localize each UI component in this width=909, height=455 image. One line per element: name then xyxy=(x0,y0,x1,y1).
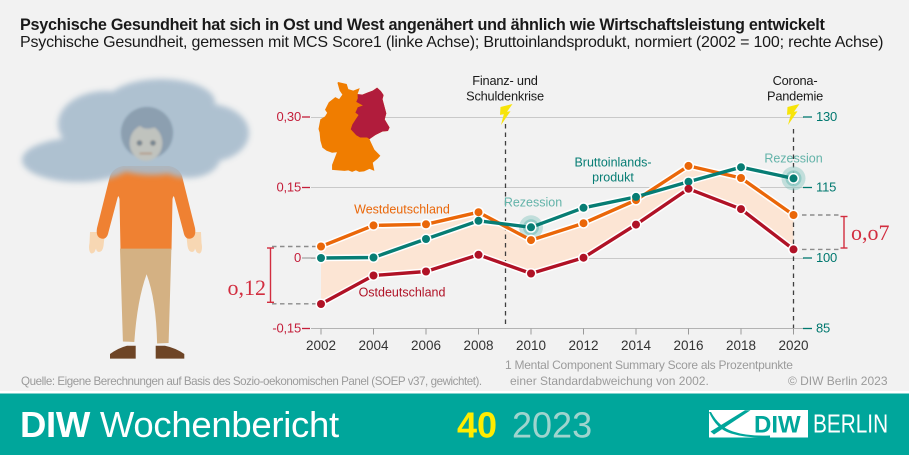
svg-text:2014: 2014 xyxy=(621,338,652,353)
svg-text:Rezession: Rezession xyxy=(764,152,822,166)
svg-text:o,o7: o,o7 xyxy=(851,220,890,245)
svg-text:DIW: DIW xyxy=(754,412,801,439)
svg-text:2020: 2020 xyxy=(778,338,808,353)
svg-text:2018: 2018 xyxy=(726,338,756,353)
svg-text:0,30: 0,30 xyxy=(276,109,301,124)
svg-text:© DIW Berlin 2023: © DIW Berlin 2023 xyxy=(788,374,888,388)
svg-text:85: 85 xyxy=(816,320,830,335)
svg-text:o,12: o,12 xyxy=(228,275,267,300)
svg-text:2008: 2008 xyxy=(463,338,493,353)
svg-text:2010: 2010 xyxy=(516,338,546,353)
svg-text:2006: 2006 xyxy=(411,338,441,353)
svg-text:BERLIN: BERLIN xyxy=(813,409,888,438)
svg-text:0: 0 xyxy=(294,250,301,265)
svg-text:Rezession: Rezession xyxy=(504,196,562,210)
svg-text:2016: 2016 xyxy=(673,338,703,353)
svg-text:Finanz- und: Finanz- und xyxy=(472,73,537,88)
svg-text:-0,15: -0,15 xyxy=(272,320,301,335)
svg-text:produkt: produkt xyxy=(592,171,634,185)
svg-text:Corona-: Corona- xyxy=(773,73,818,88)
svg-text:Schuldenkrise: Schuldenkrise xyxy=(466,89,544,104)
svg-text:Psychische Gesundheit, gemesse: Psychische Gesundheit, gemessen mit MCS … xyxy=(20,34,883,51)
svg-text:40: 40 xyxy=(457,405,497,446)
svg-text:115: 115 xyxy=(816,179,836,194)
svg-text:Westdeutschland: Westdeutschland xyxy=(354,203,450,217)
svg-text:Bruttoinlands-: Bruttoinlands- xyxy=(574,156,651,170)
svg-text:130: 130 xyxy=(816,109,837,124)
svg-text:einer Standardabweichung von 2: einer Standardabweichung von 2002. xyxy=(510,374,709,388)
svg-text:0,15: 0,15 xyxy=(276,179,301,194)
svg-text:2012: 2012 xyxy=(568,338,598,353)
svg-text:2023: 2023 xyxy=(512,405,592,446)
svg-text:100: 100 xyxy=(816,250,837,265)
svg-text:Pandemie: Pandemie xyxy=(767,89,823,104)
svg-text:DIW Wochenbericht: DIW Wochenbericht xyxy=(20,404,339,445)
svg-text:2004: 2004 xyxy=(358,338,389,353)
svg-text:1 Mental Component Summary Sc: 1 Mental Component Summary Score als Pro… xyxy=(505,358,793,372)
svg-text:Ostdeutschland: Ostdeutschland xyxy=(359,286,446,300)
svg-text:Quelle: Eigene Berechnungen au: Quelle: Eigene Berechnungen auf Basis de… xyxy=(21,375,482,388)
svg-text:Psychische Gesundheit hat sich: Psychische Gesundheit hat sich in Ost un… xyxy=(20,16,826,34)
svg-text:2002: 2002 xyxy=(306,338,336,353)
